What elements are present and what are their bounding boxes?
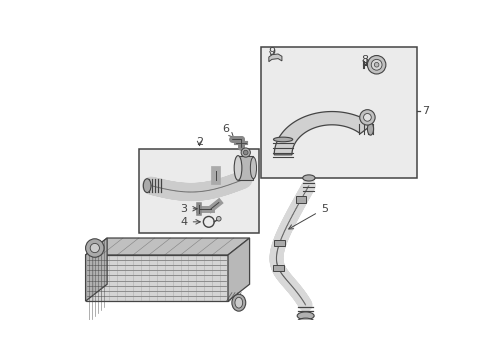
Ellipse shape — [297, 312, 314, 320]
Circle shape — [244, 150, 248, 155]
Polygon shape — [86, 238, 107, 301]
Bar — [261, 47, 416, 178]
Text: 7: 7 — [422, 106, 429, 116]
Polygon shape — [274, 112, 373, 155]
Circle shape — [368, 55, 386, 74]
Ellipse shape — [297, 318, 314, 326]
Ellipse shape — [234, 156, 242, 180]
Bar — [273, 265, 284, 271]
Text: 8: 8 — [362, 55, 368, 65]
Circle shape — [217, 216, 221, 221]
Circle shape — [360, 110, 375, 125]
Circle shape — [371, 59, 382, 70]
Polygon shape — [86, 255, 228, 301]
Ellipse shape — [232, 294, 246, 311]
Circle shape — [374, 62, 379, 67]
Text: 6: 6 — [222, 125, 234, 138]
Polygon shape — [86, 238, 249, 255]
Bar — [238, 156, 253, 180]
Text: 9: 9 — [269, 48, 275, 58]
Circle shape — [364, 113, 371, 121]
Ellipse shape — [235, 297, 243, 308]
Bar — [295, 197, 306, 203]
Text: 3: 3 — [181, 204, 197, 214]
Ellipse shape — [250, 157, 257, 179]
Ellipse shape — [143, 179, 151, 193]
Bar — [274, 240, 285, 247]
Text: 1: 1 — [91, 241, 98, 251]
Ellipse shape — [303, 175, 315, 181]
Circle shape — [241, 148, 250, 157]
Text: 4: 4 — [181, 217, 200, 227]
Circle shape — [90, 243, 99, 253]
Ellipse shape — [273, 137, 293, 142]
Ellipse shape — [368, 123, 373, 135]
Polygon shape — [228, 238, 249, 301]
Bar — [140, 149, 259, 233]
Circle shape — [86, 239, 104, 257]
Text: 5: 5 — [289, 204, 328, 229]
Polygon shape — [269, 54, 282, 62]
Text: 2: 2 — [196, 137, 203, 147]
